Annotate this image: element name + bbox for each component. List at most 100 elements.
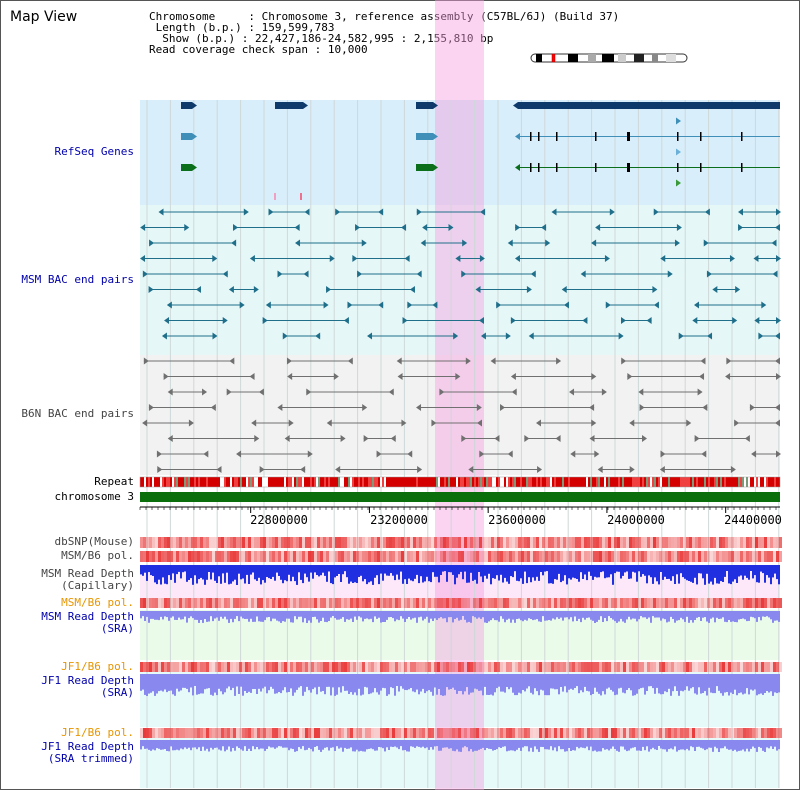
depth-bar: [604, 674, 606, 695]
depth-bar: [666, 611, 668, 623]
depth-bar: [390, 740, 392, 747]
depth-bar: [452, 565, 454, 575]
depth-bar: [768, 740, 770, 749]
depth-bar: [748, 565, 750, 580]
heat-cell: [425, 662, 428, 672]
heat-cell: [560, 537, 563, 548]
selected-region-highlight[interactable]: [435, 0, 484, 790]
heat-cell: [206, 728, 209, 738]
depth-bar: [260, 611, 262, 622]
heat-cell: [527, 537, 530, 548]
heat-cell: [227, 728, 230, 738]
depth-bar: [354, 674, 356, 693]
heat-cell: [332, 662, 335, 672]
track-label-refseq[interactable]: RefSeq Genes: [54, 145, 134, 158]
heat-cell: [749, 662, 752, 672]
depth-bar: [476, 611, 478, 619]
heat-cell: [158, 537, 161, 548]
heat-cell: [188, 662, 191, 672]
depth-bar: [386, 674, 388, 696]
track-label-jf1-depth-sra[interactable]: JF1 Read Depth (SRA): [41, 674, 134, 699]
repeat-segment: [206, 477, 208, 487]
depth-bar: [536, 565, 538, 577]
depth-bar: [540, 611, 542, 622]
depth-bar: [634, 674, 636, 696]
depth-bar: [306, 674, 308, 687]
heat-cell: [377, 662, 380, 672]
heat-cell: [245, 728, 248, 738]
heat-cell: [308, 551, 311, 562]
heat-cell: [245, 551, 248, 562]
repeat-segment: [570, 477, 572, 487]
heat-cell: [341, 551, 344, 562]
heat-cell: [560, 728, 563, 738]
heat-cell: [305, 662, 308, 672]
heat-cell: [716, 728, 719, 738]
bac-end: [231, 239, 237, 247]
depth-bar: [558, 611, 560, 619]
track-label-jf1-b6-pol-1[interactable]: JF1/B6 pol.: [61, 660, 134, 673]
heat-cell: [521, 551, 524, 562]
track-label-dbsnp[interactable]: dbSNP(Mouse): [54, 535, 134, 548]
depth-bar: [156, 740, 158, 749]
heat-cell: [662, 551, 665, 562]
bac-end: [642, 435, 648, 442]
depth-bar: [188, 565, 190, 580]
depth-bar: [266, 611, 268, 618]
heat-cell: [404, 537, 407, 548]
heat-cell: [683, 551, 686, 562]
track-label-msm-b6-pol-2[interactable]: MSM/B6 pol.: [61, 596, 134, 609]
bac-end: [254, 435, 260, 442]
repeat-segment: [300, 477, 302, 487]
bac-end: [515, 224, 521, 231]
track-label-msm-bac[interactable]: MSM BAC end pairs: [21, 273, 134, 286]
chromosome-ideogram[interactable]: [530, 53, 688, 63]
heat-cell: [731, 551, 734, 562]
depth-bar: [430, 611, 432, 619]
depth-bar: [190, 611, 192, 617]
track-label-b6n-bac[interactable]: B6N BAC end pairs: [21, 407, 134, 420]
heat-cell: [692, 537, 695, 548]
track-label-repeat[interactable]: Repeat: [94, 475, 134, 488]
bac-end: [507, 450, 513, 458]
heat-cell: [725, 598, 728, 608]
track-label-jf1-b6-pol-2[interactable]: JF1/B6 pol.: [61, 726, 134, 739]
track-label-jf1-depth-trim[interactable]: JF1 Read Depth (SRA trimmed): [41, 740, 134, 765]
depth-bar: [662, 565, 664, 580]
depth-bar: [392, 611, 394, 619]
depth-bar: [604, 740, 606, 750]
depth-bar: [724, 674, 726, 693]
heat-cell: [185, 662, 188, 672]
heat-cell: [431, 598, 434, 608]
depth-bar: [328, 611, 330, 621]
repeat-segment: [728, 477, 730, 487]
heat-cell: [683, 598, 686, 608]
depth-bar: [396, 740, 398, 748]
heat-cell: [611, 537, 614, 548]
heat-cell: [191, 598, 194, 608]
heat-cell: [362, 598, 365, 608]
depth-bar: [260, 740, 262, 749]
heat-cell: [695, 728, 698, 738]
depth-bar: [310, 565, 312, 573]
heat-cell: [737, 537, 740, 548]
depth-bar: [700, 565, 702, 574]
track-label-msm-depth-cap[interactable]: MSM Read Depth (Capillary): [41, 567, 134, 592]
depth-bar: [592, 674, 594, 694]
track-label-msm-depth-sra[interactable]: MSM Read Depth (SRA): [41, 610, 134, 635]
heat-cell: [305, 551, 308, 562]
heat-cell: [371, 662, 374, 672]
heat-cell: [284, 662, 287, 672]
heat-cell: [155, 537, 158, 548]
heat-cell: [254, 662, 257, 672]
heat-cell: [722, 598, 725, 608]
heat-cell: [503, 728, 506, 738]
track-label-chromosome[interactable]: chromosome 3: [54, 490, 134, 503]
depth-bar: [544, 611, 546, 621]
heat-cell: [719, 537, 722, 548]
track-label-msm-b6-pol-1[interactable]: MSM/B6 pol.: [61, 549, 134, 562]
depth-bar: [256, 565, 258, 581]
depth-bar: [206, 740, 208, 749]
depth-bar: [408, 565, 410, 579]
